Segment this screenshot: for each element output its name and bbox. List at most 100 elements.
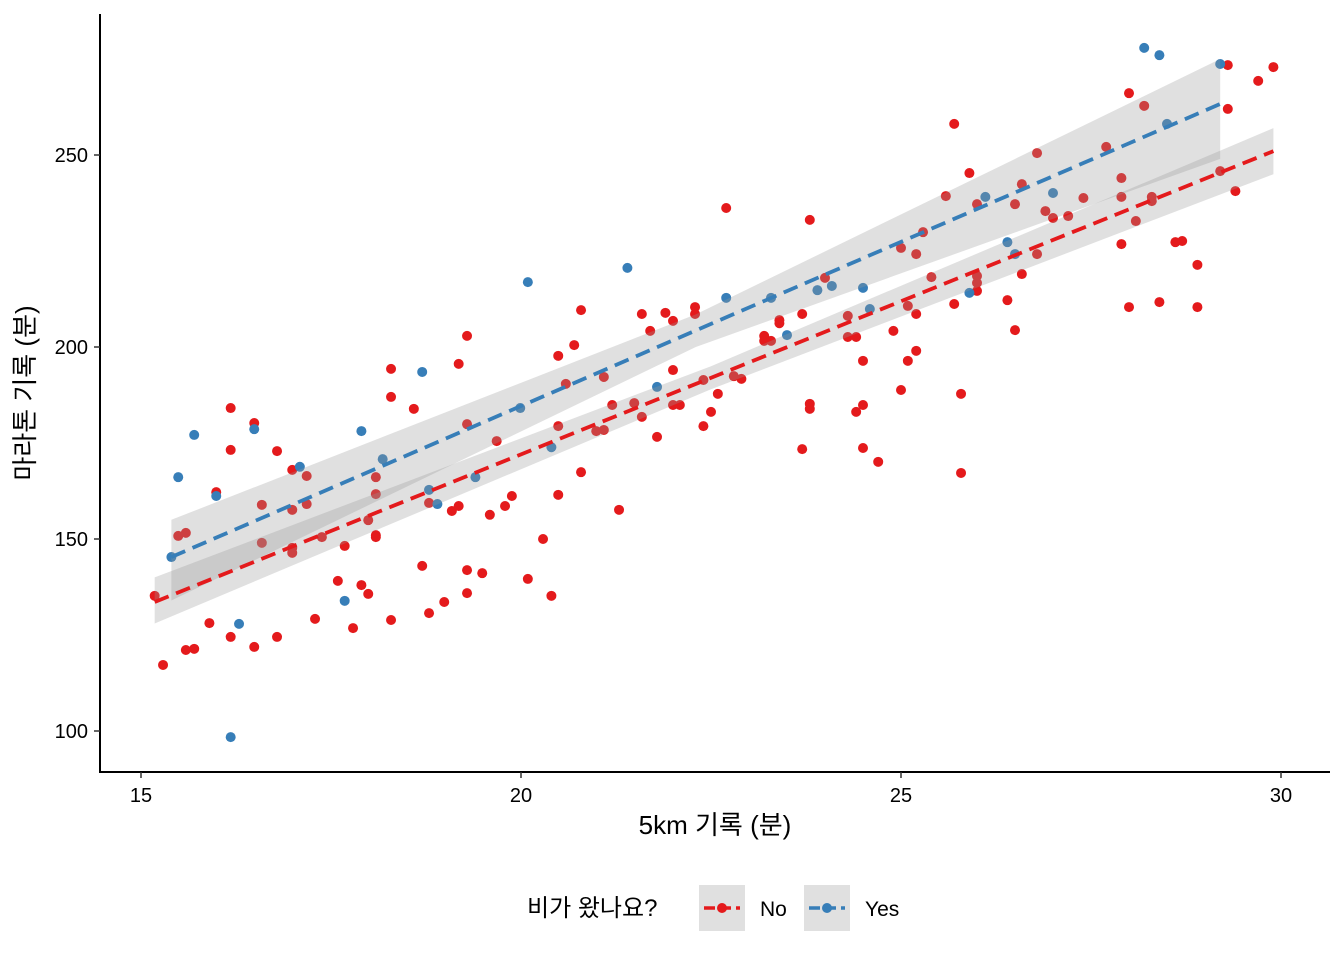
- data-point-no: [858, 399, 868, 410]
- data-point-no: [949, 298, 960, 309]
- data-point-no: [370, 472, 381, 483]
- data-point-no: [1116, 239, 1127, 250]
- data-point-no: [1048, 212, 1058, 223]
- x-tick-label: 15: [130, 785, 152, 807]
- data-point-no: [766, 335, 777, 346]
- data-point-no: [652, 431, 663, 442]
- data-point-no: [911, 345, 922, 356]
- data-point-no: [797, 444, 808, 455]
- data-point-no: [851, 406, 862, 417]
- data-point-no: [225, 631, 236, 642]
- data-point-no: [370, 489, 381, 500]
- data-point-no: [339, 540, 350, 551]
- data-point-no: [446, 505, 457, 516]
- x-axis-title: 5km 기록 (분): [639, 810, 792, 840]
- data-point-yes: [424, 484, 435, 495]
- confidence-band-yes: [171, 59, 1221, 601]
- confidence-bands: [154, 59, 1274, 624]
- data-point-no: [690, 308, 701, 319]
- data-point-yes: [234, 618, 245, 629]
- data-point-no: [348, 623, 359, 634]
- data-point-no: [332, 575, 343, 586]
- legend-item-no: No: [699, 885, 787, 931]
- legend-item-yes: Yes: [804, 885, 899, 931]
- data-point-no: [1063, 211, 1074, 222]
- data-point-yes: [432, 499, 443, 510]
- data-point-no: [1116, 191, 1127, 202]
- data-point-no: [173, 530, 184, 541]
- data-point-yes: [1139, 42, 1150, 53]
- data-point-no: [896, 385, 906, 396]
- data-point-no: [591, 426, 602, 437]
- data-point-yes: [964, 287, 975, 298]
- data-point-no: [553, 421, 564, 432]
- data-point-no: [256, 499, 267, 510]
- data-point-no: [453, 500, 464, 511]
- data-point-no: [272, 631, 283, 642]
- data-point-no: [439, 596, 450, 607]
- data-point-no: [972, 277, 982, 288]
- y-tick-label: 200: [55, 337, 88, 359]
- data-point-no: [180, 644, 191, 655]
- data-point-no: [1253, 75, 1264, 86]
- data-point-no: [500, 500, 511, 511]
- data-point-no: [668, 365, 678, 376]
- data-point-no: [158, 659, 169, 670]
- data-point-no: [1154, 297, 1165, 308]
- data-point-yes: [225, 732, 236, 743]
- data-point-no: [1116, 173, 1127, 184]
- data-point-yes: [1002, 237, 1013, 248]
- data-point-no: [301, 471, 312, 482]
- data-point-no: [1177, 236, 1188, 247]
- data-point-no: [629, 398, 640, 409]
- data-point-no: [1192, 259, 1203, 270]
- data-point-no: [797, 308, 808, 319]
- data-point-yes: [826, 280, 837, 291]
- data-point-no: [287, 547, 298, 558]
- data-point-no: [417, 560, 428, 571]
- data-point-no: [484, 509, 495, 520]
- data-point-yes: [652, 381, 663, 392]
- data-point-no: [842, 332, 853, 343]
- data-point-no: [386, 615, 397, 626]
- data-point-no: [462, 565, 473, 576]
- data-point-no: [759, 335, 770, 346]
- data-point-no: [363, 588, 374, 599]
- data-point-no: [553, 489, 564, 500]
- data-point-yes: [173, 472, 184, 483]
- data-point-yes: [417, 366, 428, 377]
- legend-label-yes: Yes: [865, 898, 899, 921]
- data-point-no: [728, 371, 739, 382]
- data-point-no: [1101, 141, 1112, 152]
- data-point-no: [858, 355, 868, 366]
- data-point-no: [1268, 62, 1279, 73]
- data-point-yes: [980, 191, 991, 202]
- data-point-no: [902, 355, 913, 366]
- data-point-no: [873, 456, 884, 467]
- data-point-no: [1146, 196, 1157, 207]
- data-point-no: [858, 442, 868, 453]
- data-point-no: [522, 573, 533, 584]
- data-point-no: [804, 214, 815, 225]
- data-point-no: [1130, 216, 1141, 227]
- data-point-yes: [721, 292, 732, 303]
- data-point-no: [896, 242, 906, 253]
- data-point-no: [287, 464, 298, 475]
- data-point-no: [614, 504, 625, 515]
- data-point-no: [956, 467, 967, 478]
- data-point-no: [272, 446, 283, 457]
- data-point-no: [316, 532, 327, 543]
- y-axis-title: 마라톤 기록 (분): [10, 305, 40, 480]
- data-point-no: [668, 399, 678, 410]
- x-tick-label: 25: [890, 785, 912, 807]
- x-tick-label: 20: [510, 785, 532, 807]
- regression-lines: [153, 102, 1275, 604]
- data-point-yes: [470, 472, 481, 483]
- data-point-no: [225, 403, 236, 414]
- data-point-no: [424, 608, 435, 619]
- data-point-no: [636, 411, 647, 422]
- data-point-no: [607, 399, 618, 410]
- data-point-yes: [339, 595, 350, 606]
- data-point-no: [386, 391, 397, 402]
